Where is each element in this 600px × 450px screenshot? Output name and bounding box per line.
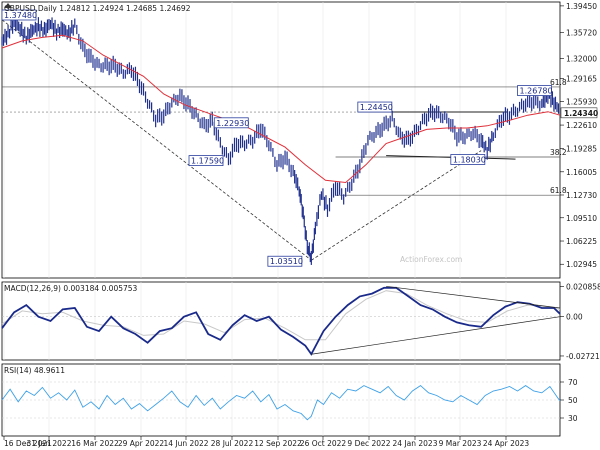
x-tick-label: 12 Sep 2022 (254, 439, 302, 448)
annotation-label-5: 1.18030 (453, 155, 486, 164)
x-tick-label: 16 Mar 2022 (71, 439, 119, 448)
price-trendline-1 (311, 150, 482, 261)
annotation-label-4: 1.24450 (360, 103, 393, 112)
x-tick-label: 28 Jul 2022 (211, 439, 254, 448)
price-y-tick-label: 1.09510 (566, 214, 597, 223)
fib-level-label: 61.8 (550, 78, 567, 87)
annotation-box-3 (267, 255, 303, 267)
x-tick-label: 31 Jan 2022 (27, 439, 72, 448)
current-price-box (560, 107, 598, 119)
title-triangle-icon (4, 3, 12, 8)
price-y-tick-label: 1.16005 (566, 168, 597, 177)
price-y-tick-label: 1.39450 (566, 2, 597, 11)
fib-level-label: 61.8 (550, 186, 567, 195)
pane-frame-1 (1, 281, 561, 361)
price-pane-title: GBPUSD,Daily 1.24812 1.24924 1.24685 1.2… (4, 4, 191, 13)
annotation-box-5 (450, 154, 486, 165)
annotation-label-3: 1.03510 (270, 257, 303, 266)
annotation-box-2 (188, 155, 224, 166)
moving-average-line (1, 34, 561, 184)
price-y-tick-label: 1.35720 (566, 28, 597, 37)
annotation-label-2: 1.17590 (191, 157, 224, 166)
annotation-box-1 (213, 117, 249, 129)
price-y-tick-label: 1.25930 (566, 98, 597, 107)
x-tick-label: 24 Apr 2023 (483, 439, 530, 448)
x-tick-label: 9 Mar 2023 (439, 439, 482, 448)
macd-pane-title: MACD(12,26,9) 0.003184 0.005753 (4, 284, 138, 293)
x-tick-label: 16 Dec 2021 (4, 439, 52, 448)
annotation-box-4 (357, 101, 393, 113)
macd-y-tick-label: -0.027213 (566, 352, 600, 361)
macd-trendline-1 (386, 285, 561, 309)
macd-signal-line (1, 290, 561, 341)
price-y-tick-label: 1.02945 (566, 260, 597, 269)
x-tick-label: 14 Jun 2022 (163, 439, 208, 448)
x-tick-label: 29 Apr 2022 (118, 439, 165, 448)
price-trendline-0 (1, 19, 312, 261)
price-y-tick-label: 1.32000 (566, 55, 597, 64)
rsi-line (1, 385, 561, 421)
macd-trendline-0 (311, 316, 561, 355)
x-tick-label: 26 Oct 2022 (300, 439, 347, 448)
annotation-label-0: 1.37480 (4, 11, 37, 20)
rsi-y-tick-label: 30 (568, 414, 578, 423)
price-y-tick-label: 1.22610 (566, 121, 597, 130)
x-tick-label: 24 Jan 2023 (393, 439, 438, 448)
price-y-tick-label: 1.29165 (566, 75, 597, 84)
annotation-label-1: 1.22930 (216, 119, 249, 128)
pane-frame-2 (1, 363, 561, 437)
macd-y-tick-label: 0.00 (566, 313, 583, 322)
price-y-tick-label: 1.12730 (566, 191, 597, 200)
macd-line (1, 286, 561, 356)
watermark: ActionForex.com (400, 255, 462, 264)
annotation-label-6: 1.26780 (520, 87, 553, 96)
rsi-pane-title: RSI(14) 48.9611 (4, 366, 65, 375)
annotation-box-0 (1, 9, 37, 21)
price-y-tick-label: 1.19285 (566, 145, 597, 154)
macd-y-tick-label: 0.020858 (566, 283, 600, 292)
pane-frame-0 (1, 1, 561, 279)
annotation-box-6 (517, 85, 552, 96)
current-price-label: 1.24340 (564, 109, 598, 118)
x-tick-label: 9 Dec 2022 (347, 439, 390, 448)
fib-level-label: 38.2 (550, 148, 567, 157)
rsi-y-tick-label: 50 (568, 396, 578, 405)
rsi-y-tick-label: 70 (568, 378, 578, 387)
price-y-tick-label: 1.06225 (566, 237, 597, 246)
